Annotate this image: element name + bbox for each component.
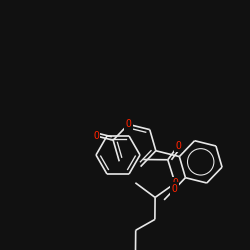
Text: O: O <box>126 119 131 129</box>
Text: O: O <box>172 184 178 194</box>
Text: O: O <box>172 178 178 188</box>
Text: O: O <box>93 131 99 141</box>
Text: O: O <box>175 141 181 151</box>
